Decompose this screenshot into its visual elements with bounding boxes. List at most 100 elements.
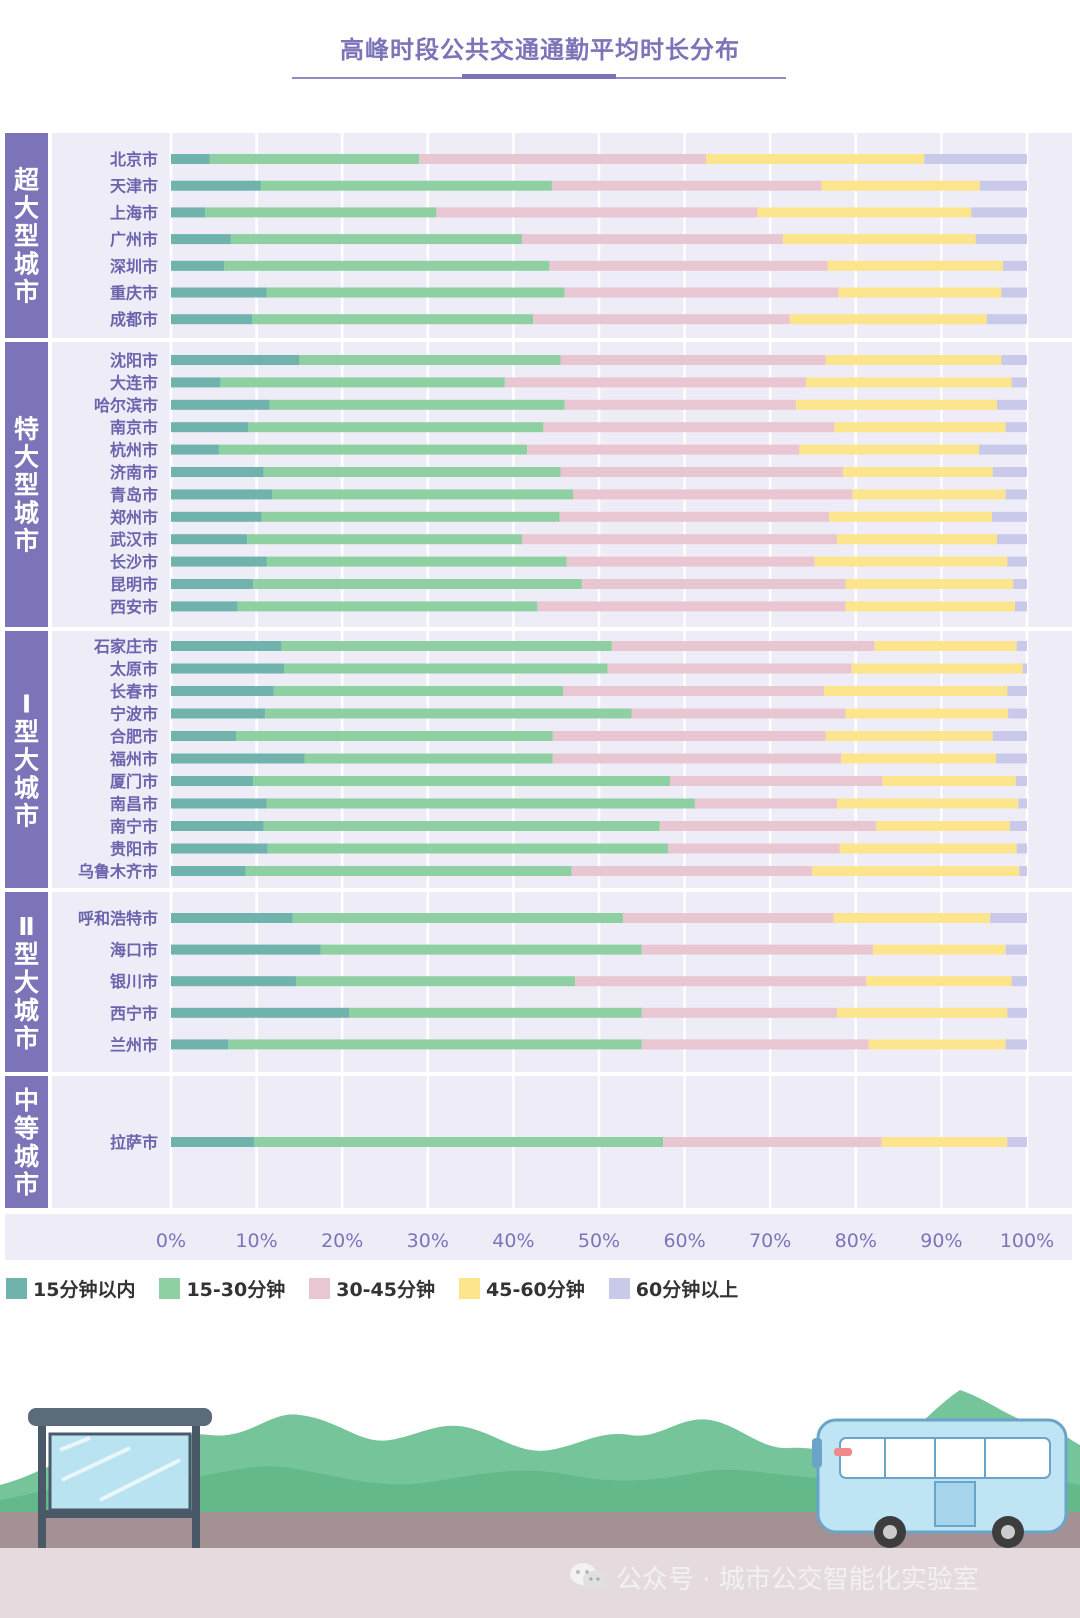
bar-segment <box>266 287 565 298</box>
bar-segment <box>1007 556 1027 567</box>
bar-segment <box>349 1007 642 1018</box>
bar-segment <box>842 467 993 477</box>
bar-segment <box>299 355 561 365</box>
bar-segment <box>171 260 225 271</box>
bar-segment <box>874 641 1017 651</box>
bar-segment <box>171 913 293 923</box>
bar-segment <box>631 708 846 719</box>
bar-segment <box>224 260 550 271</box>
legend-label: 15分钟以内 <box>33 1278 136 1301</box>
bar-segment <box>171 579 254 589</box>
legend-label: 60分钟以上 <box>635 1278 739 1301</box>
city-label: 沈阳市 <box>110 351 158 370</box>
bar-segment <box>533 314 790 325</box>
watermark-text: 公众号 · 城市公交智能化实验室 <box>616 1564 979 1595</box>
bar-segment <box>622 913 834 923</box>
bar-segment <box>171 866 246 876</box>
bar-segment <box>1005 1039 1027 1050</box>
bar-segment <box>171 207 206 218</box>
bar-segment <box>834 422 1006 433</box>
bar-segment <box>237 601 538 612</box>
city-label: 贵阳市 <box>110 840 158 859</box>
x-tick-label: 100% <box>1000 1230 1054 1252</box>
bar-segment <box>266 556 567 567</box>
bar-segment <box>171 663 284 674</box>
bar-segment <box>563 686 825 696</box>
city-label: 上海市 <box>110 203 158 222</box>
city-label: 宁波市 <box>110 705 158 724</box>
bar-segment <box>575 976 867 987</box>
bar-segment <box>789 314 987 325</box>
bar-segment <box>876 821 1010 831</box>
bar-segment <box>799 444 980 455</box>
group-panel <box>5 342 48 627</box>
bus-stop-shelter <box>28 1408 212 1548</box>
bar-segment <box>997 399 1027 410</box>
bar-segment <box>975 234 1027 245</box>
bar-segment <box>559 511 830 522</box>
city-label: 武汉市 <box>110 530 158 549</box>
city-label: 福州市 <box>109 750 158 769</box>
bar-segment <box>304 753 553 764</box>
bar-segment <box>292 913 623 923</box>
bar-segment <box>247 534 522 545</box>
bar-segment <box>171 601 238 612</box>
city-label: 厦门市 <box>110 772 158 791</box>
bar-segment <box>260 180 552 191</box>
bar-segment <box>821 180 980 191</box>
bar-segment <box>990 913 1027 923</box>
bar-segment <box>171 377 221 388</box>
bar-segment <box>171 976 296 987</box>
bar-segment <box>1003 260 1027 271</box>
bar-segment <box>171 798 267 809</box>
bar-segment <box>171 1039 229 1050</box>
legend-item: 15-30分钟 <box>159 1275 285 1302</box>
stacked-bar-chart: 0% 10% 20% 30% 40% 50% 60% 70% 80% 90% 100% 超大型城市 北京… <box>5 133 1072 1260</box>
x-tick-label: 70% <box>749 1230 791 1252</box>
bar-segment <box>171 467 264 477</box>
x-tick-label: 30% <box>407 1230 449 1252</box>
bar-segment <box>254 1137 664 1147</box>
city-bus <box>812 1418 1068 1548</box>
bar-segment <box>573 489 853 500</box>
bar-segment <box>228 1039 642 1050</box>
title-underline-accent <box>462 74 616 79</box>
bar-segment <box>283 663 608 674</box>
bar-segment <box>1022 663 1027 674</box>
group-label: 特大型城市 <box>14 415 39 556</box>
city-label: 杭州市 <box>110 441 158 460</box>
x-tick-label: 90% <box>920 1230 962 1252</box>
city-label: 哈尔滨市 <box>94 396 158 415</box>
bar-segment <box>806 377 1012 388</box>
bar-segment <box>266 798 695 809</box>
group-panel <box>5 133 48 338</box>
bar-segment <box>971 207 1027 218</box>
bar-segment <box>1013 579 1027 589</box>
bar-segment <box>783 234 976 245</box>
bar-segment <box>552 731 826 741</box>
bar-segment <box>273 686 564 696</box>
bar-segment <box>1011 377 1027 388</box>
bar-segment <box>171 314 253 325</box>
bar-segment <box>852 489 1006 500</box>
bar-segment <box>236 731 553 741</box>
legend-item: 15分钟以内 <box>6 1275 135 1302</box>
bar-segment <box>825 731 993 741</box>
bar-segment <box>979 444 1027 455</box>
bar-segment <box>171 399 270 410</box>
bar-segment <box>1019 866 1027 876</box>
bar-segment <box>795 399 998 410</box>
legend-item: 45-60分钟 <box>459 1275 585 1302</box>
bar-segment <box>504 377 807 388</box>
city-label: 济南市 <box>110 463 158 482</box>
bar-segment <box>1015 776 1027 786</box>
group-panel <box>5 1076 48 1208</box>
bar-segment <box>996 753 1027 764</box>
bar-segment <box>543 422 835 433</box>
bar-segment <box>1007 1007 1027 1018</box>
bar-segment <box>171 731 237 741</box>
bar-segment <box>838 287 1002 298</box>
bar-segment <box>836 1007 1008 1018</box>
bar-segment <box>668 843 840 854</box>
group-panel <box>5 892 48 1072</box>
